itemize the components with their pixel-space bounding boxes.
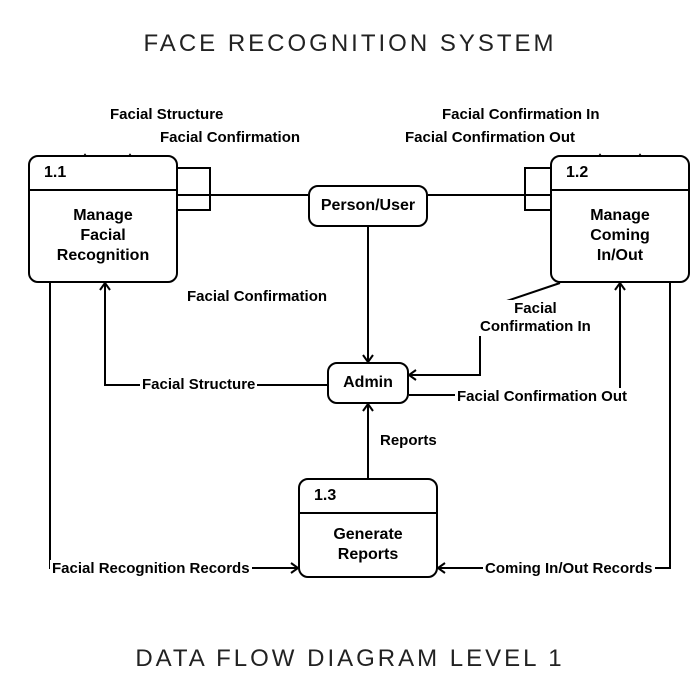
- node-user: Person/User: [308, 185, 428, 227]
- node-p13: 1.3Generate Reports: [298, 478, 438, 578]
- edge-label-5: Facial Confirmation In: [478, 300, 593, 336]
- node-p12: 1.2Manage Coming In/Out: [550, 155, 690, 283]
- edge-label-4: Facial Confirmation: [185, 288, 329, 305]
- edge-8: [363, 404, 373, 478]
- edge-label-1: Facial Confirmation: [158, 129, 302, 146]
- process-label: Generate Reports: [325, 514, 410, 576]
- edge-label-9: Facial Recognition Records: [50, 560, 252, 577]
- edge-4: [363, 227, 373, 362]
- edge-label-3: Facial Confirmation Out: [403, 129, 577, 146]
- title-top: FACE RECOGNITION SYSTEM: [0, 30, 700, 58]
- node-admin: Admin: [327, 362, 409, 404]
- process-label: Manage Coming In/Out: [582, 191, 658, 281]
- title-bottom: DATA FLOW DIAGRAM LEVEL 1: [0, 645, 700, 673]
- edge-label-6: Facial Confirmation Out: [455, 388, 629, 405]
- edge-label-0: Facial Structure: [108, 106, 225, 123]
- edge-label-2: Facial Confirmation In: [440, 106, 602, 123]
- edges-layer: [0, 0, 700, 700]
- edge-label-7: Facial Structure: [140, 376, 257, 393]
- process-number: 1.3: [300, 480, 436, 514]
- edge-label-10: Coming In/Out Records: [483, 560, 655, 577]
- edge-9: [50, 283, 298, 573]
- process-label: Manage Facial Recognition: [49, 191, 157, 281]
- edge-label-8: Reports: [378, 432, 439, 449]
- process-number: 1.2: [552, 157, 688, 191]
- node-p11: 1.1Manage Facial Recognition: [28, 155, 178, 283]
- process-number: 1.1: [30, 157, 176, 191]
